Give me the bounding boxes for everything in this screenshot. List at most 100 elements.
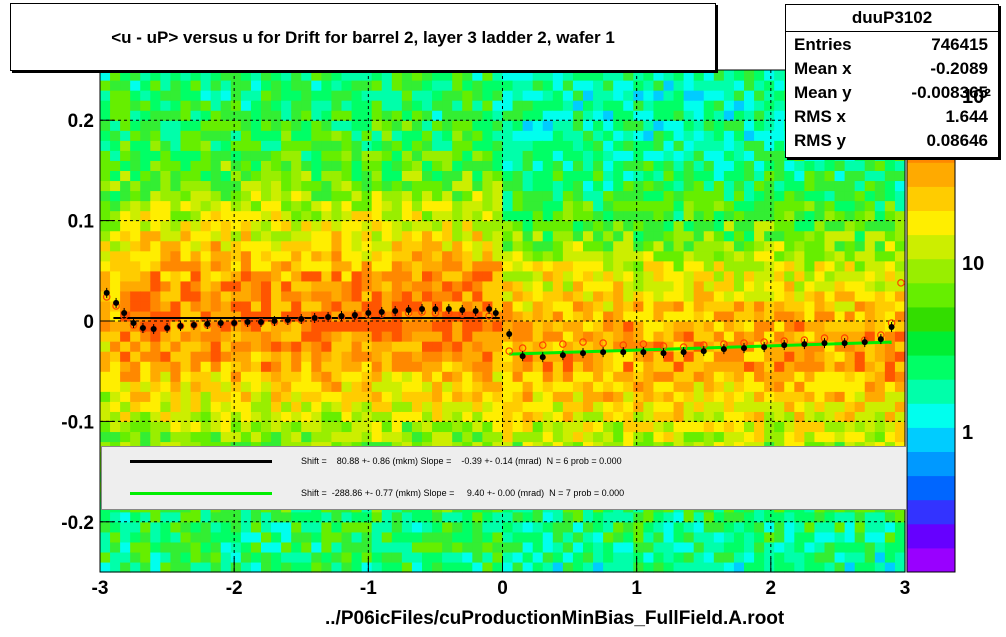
heatmap-cell [492,381,504,392]
heatmap-cell [250,401,262,412]
heatmap-cell [200,130,212,141]
heatmap-cell [200,110,212,121]
heatmap-cell [884,531,896,543]
heatmap-cell [562,511,574,523]
heatmap-cell [583,110,594,121]
heatmap-cell [170,341,182,352]
heatmap-cell [653,421,665,433]
heatmap-cell [472,90,483,101]
heatmap-cell [784,421,795,433]
heatmap-cell [130,220,141,232]
heatmap-cell [281,321,292,332]
heatmap-cell [150,361,161,372]
heatmap-cell [341,521,353,533]
heatmap-cell [673,411,685,422]
heatmap-cell [130,140,141,151]
heatmap-cell [130,80,141,91]
heatmap-cell [100,361,111,372]
heatmap-cell [130,411,141,422]
heatmap-cell [452,341,463,352]
heatmap-cell [291,381,302,392]
heatmap-cell [180,531,192,543]
heatmap-cell [653,260,665,272]
heatmap-cell [562,130,574,141]
heatmap-cell [210,411,222,422]
profile-black-point [700,348,707,355]
heatmap-cell [894,521,906,533]
heatmap-cell [492,150,504,161]
profile-black-point [113,299,120,306]
heatmap-cell [733,561,745,573]
heatmap-cell [603,341,614,352]
heatmap-cell [311,351,322,362]
heatmap-cell [240,310,252,322]
heatmap-cell [603,321,614,332]
heatmap-cell [291,160,302,171]
heatmap-cell [673,210,685,222]
heatmap-cell [371,220,383,232]
heatmap-cell [834,220,846,232]
heatmap-cell [432,521,443,533]
heatmap-cell [663,541,675,553]
heatmap-cell [160,431,172,443]
heatmap-cell [150,120,161,131]
heatmap-cell [150,240,161,252]
heatmap-cell [834,381,846,392]
heatmap-cell [422,300,433,312]
heatmap-cell [452,220,463,232]
profile-black-point [600,349,607,356]
heatmap-cell [774,190,785,202]
heatmap-cell [230,401,242,412]
colorbar [906,89,956,573]
heatmap-cell [271,391,282,402]
heatmap-cell [884,270,896,282]
heatmap-cell [100,220,111,232]
heatmap-cell [502,170,514,182]
heatmap-cell [391,70,403,81]
source-file-label: ../P06icFiles/cuProductionMinBias_FullFi… [325,608,785,629]
heatmap-cell [411,290,423,302]
heatmap-cell [200,431,212,443]
heatmap-cell [180,250,192,262]
heatmap-cell [673,230,685,242]
heatmap-cell [321,140,333,151]
heatmap-cell [623,280,634,292]
heatmap-cell [472,351,483,362]
heatmap-cell [643,341,655,352]
heatmap-cell [422,551,433,563]
heatmap-cell [663,431,675,443]
heatmap-cell [120,110,131,121]
heatmap-cell [190,200,202,212]
heatmap-cell [110,230,121,242]
heatmap-cell [482,70,494,81]
heatmap-cell [361,210,373,222]
heatmap-cell [271,551,282,563]
heatmap-cell [794,180,805,192]
heatmap-cell [110,411,121,422]
heatmap-cell [281,170,292,182]
heatmap-cell [562,411,574,422]
heatmap-cell [603,150,614,161]
heatmap-cell [170,371,182,382]
heatmap-cell [643,190,655,202]
heatmap-cell [522,290,534,302]
heatmap-cell [492,321,504,332]
heatmap-cell [150,310,161,322]
heatmap-cell [170,200,182,212]
heatmap-cell [301,310,312,322]
heatmap-cell [452,521,463,533]
heatmap-cell [784,280,795,292]
heatmap-cell [381,521,393,533]
heatmap-cell [894,260,906,272]
heatmap-cell [341,220,353,232]
heatmap-cell [110,260,121,272]
heatmap-cell [371,511,383,523]
heatmap-cell [583,290,594,302]
heatmap-cell [150,541,161,553]
heatmap-cell [572,240,584,252]
heatmap-cell [764,120,775,131]
heatmap-cell [452,190,463,202]
heatmap-cell [140,300,151,312]
heatmap-cell [170,391,182,402]
heatmap-cell [371,260,383,272]
